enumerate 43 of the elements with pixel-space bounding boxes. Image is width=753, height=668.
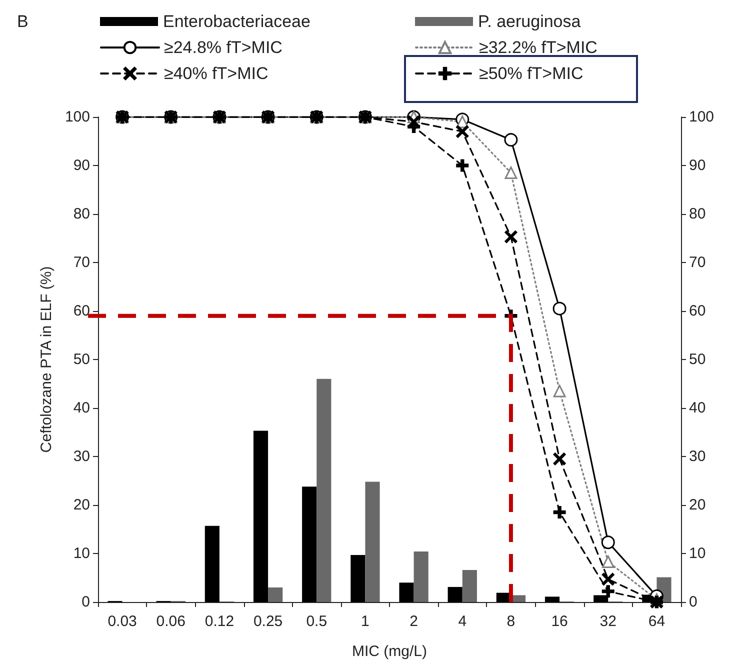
y2-tick-label: 20 [689,496,706,514]
legend-label: ≥32.2% fT>MIC [479,38,598,57]
x-tick-label: 2 [410,613,418,630]
x-tick-label: 64 [648,613,666,630]
y-tick-label: 0 [82,594,90,610]
legend-label: ≥50% fT>MIC [479,64,584,83]
y2-tick-label: 10 [689,545,706,562]
legend-label: ≥40% fT>MIC [164,64,268,83]
y-tick-label: 90 [73,157,90,174]
legend-label: Enterobacteriaceae [163,12,310,31]
y2-tick-label: 0 [689,594,698,610]
y-tick-label: 50 [73,351,90,368]
y-tick-label: 60 [73,302,90,320]
y2-tick-label: 90 [689,157,706,174]
x-tick-label: 16 [551,613,568,630]
y-tick-label: 80 [73,206,90,222]
x-tick-label: 0.06 [156,613,186,630]
y2-tick-label: 60 [689,302,706,320]
y2-tick-label: 40 [689,400,706,416]
y2-tick-label: 100 [689,108,714,126]
y2-tick-label: 70 [689,254,706,271]
x-tick-label: 0.03 [108,613,137,630]
legend-label: ≥24.8% fT>MIC [164,38,282,57]
x-tick-label: 32 [600,613,616,630]
y2-tick-label: 30 [689,448,706,465]
text: B [17,12,28,31]
y-axis-title: Ceftolozane PTA in ELF (%) [38,266,56,453]
x-tick-label: 4 [458,613,467,630]
x-tick-label: 0.25 [253,613,283,630]
y-tick-label: 100 [64,108,90,126]
x-tick-label: 0.5 [306,613,328,630]
y2-tick-label: 80 [689,206,706,222]
y-tick-label: 70 [73,254,90,271]
x-tick-label: 1 [361,613,370,630]
x-axis-title: MIC (mg/L) [352,643,428,660]
y-tick-label: 20 [73,496,90,514]
y-tick-label: 10 [73,545,90,562]
x-tick-label: 8 [506,613,516,630]
legend-label: P. aeruginosa [478,12,582,31]
x-tick-label: 0.12 [204,613,234,630]
y-tick-label: 40 [73,400,90,416]
y-tick-label: 30 [73,448,90,465]
y2-tick-label: 50 [689,351,706,368]
